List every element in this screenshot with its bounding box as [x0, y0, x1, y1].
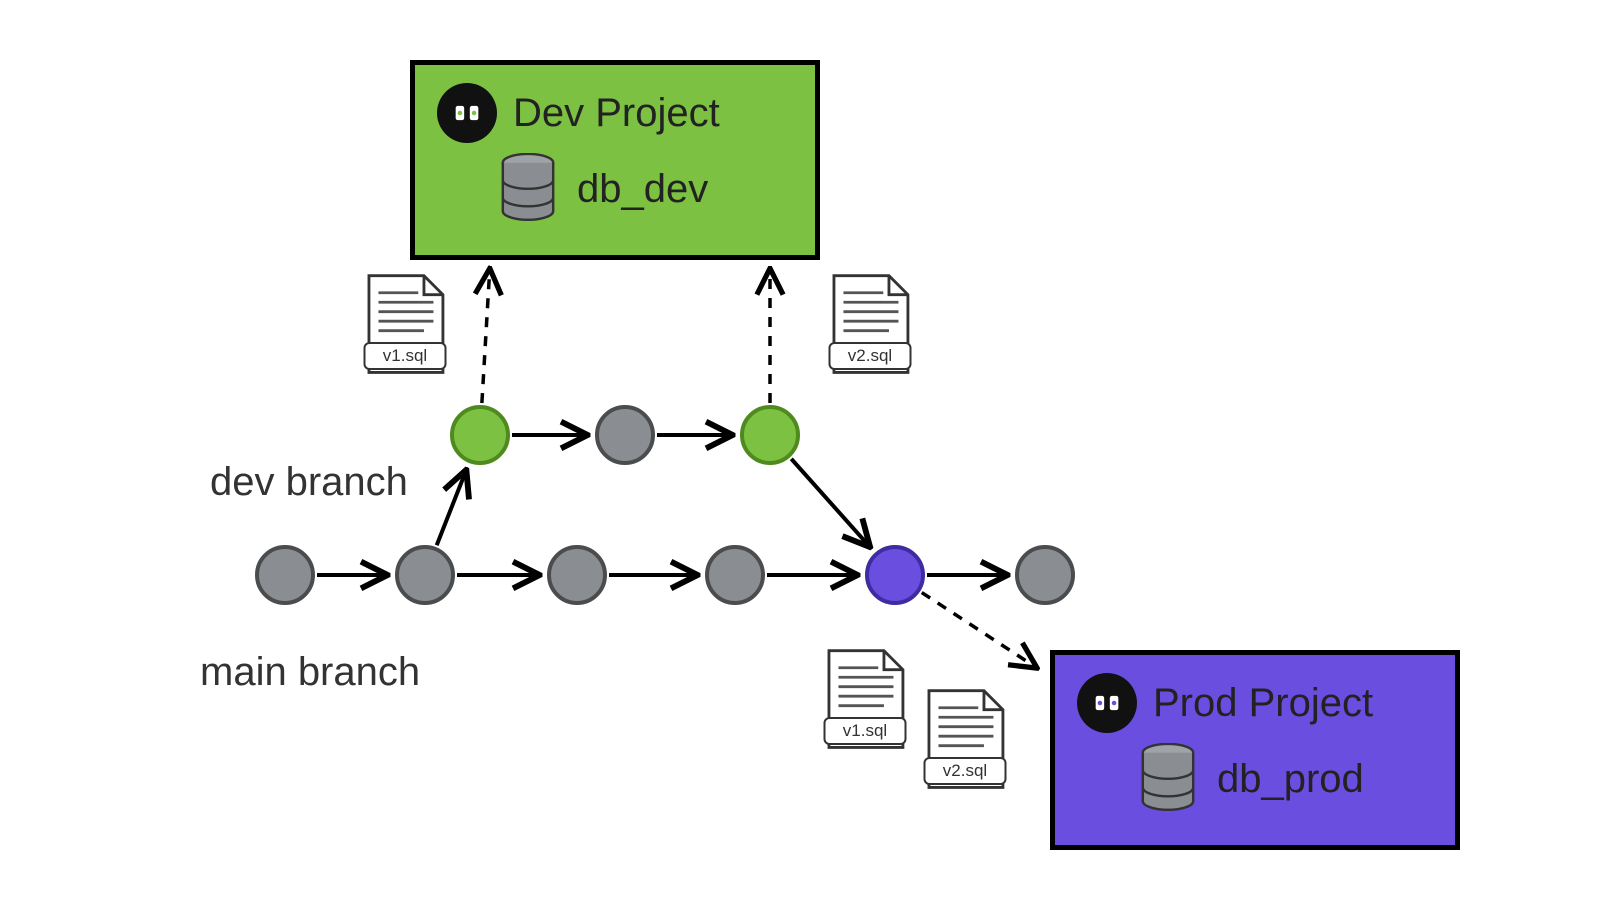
- commit-node: [547, 545, 607, 605]
- sql-file-icon: v2.sql: [918, 685, 1013, 795]
- prod-project-db-label: db_prod: [1217, 757, 1364, 802]
- deploy-arrow: [922, 593, 1035, 667]
- sql-file-label: v1.sql: [364, 342, 447, 370]
- dev-branch-label: dev branch: [210, 460, 408, 505]
- prod-project-title-row: Prod Project: [1077, 673, 1433, 733]
- diagram-canvas: Dev Project db_dev Prod Project: [0, 0, 1600, 900]
- commit-node: [865, 545, 925, 605]
- commit-node: [705, 545, 765, 605]
- prod-project-title: Prod Project: [1153, 681, 1373, 726]
- dev-project-db-row: db_dev: [437, 153, 793, 225]
- prod-project-db-row: db_prod: [1077, 743, 1433, 815]
- dev-project-db-label: db_dev: [577, 167, 708, 212]
- dev-project-box: Dev Project db_dev: [410, 60, 820, 260]
- sql-file-icon: v2.sql: [823, 270, 918, 380]
- bytebase-logo-icon: [1077, 673, 1137, 733]
- sql-file-icon: v1.sql: [818, 645, 913, 755]
- commit-node: [395, 545, 455, 605]
- sql-file-label: v1.sql: [824, 717, 907, 745]
- sql-file-icon: v1.sql: [358, 270, 453, 380]
- bytebase-logo-icon: [437, 83, 497, 143]
- commit-edge: [791, 459, 868, 545]
- prod-project-box: Prod Project db_prod: [1050, 650, 1460, 850]
- commit-node: [1015, 545, 1075, 605]
- deploy-arrow: [482, 271, 490, 403]
- commit-node: [450, 405, 510, 465]
- commit-node: [595, 405, 655, 465]
- database-icon: [1137, 743, 1199, 815]
- sql-file-label: v2.sql: [829, 342, 912, 370]
- dev-project-title-row: Dev Project: [437, 83, 793, 143]
- database-icon: [497, 153, 559, 225]
- commit-node: [740, 405, 800, 465]
- commit-edge: [437, 472, 466, 545]
- sql-file-label: v2.sql: [924, 757, 1007, 785]
- dev-project-title: Dev Project: [513, 91, 720, 136]
- main-branch-label: main branch: [200, 650, 420, 695]
- commit-node: [255, 545, 315, 605]
